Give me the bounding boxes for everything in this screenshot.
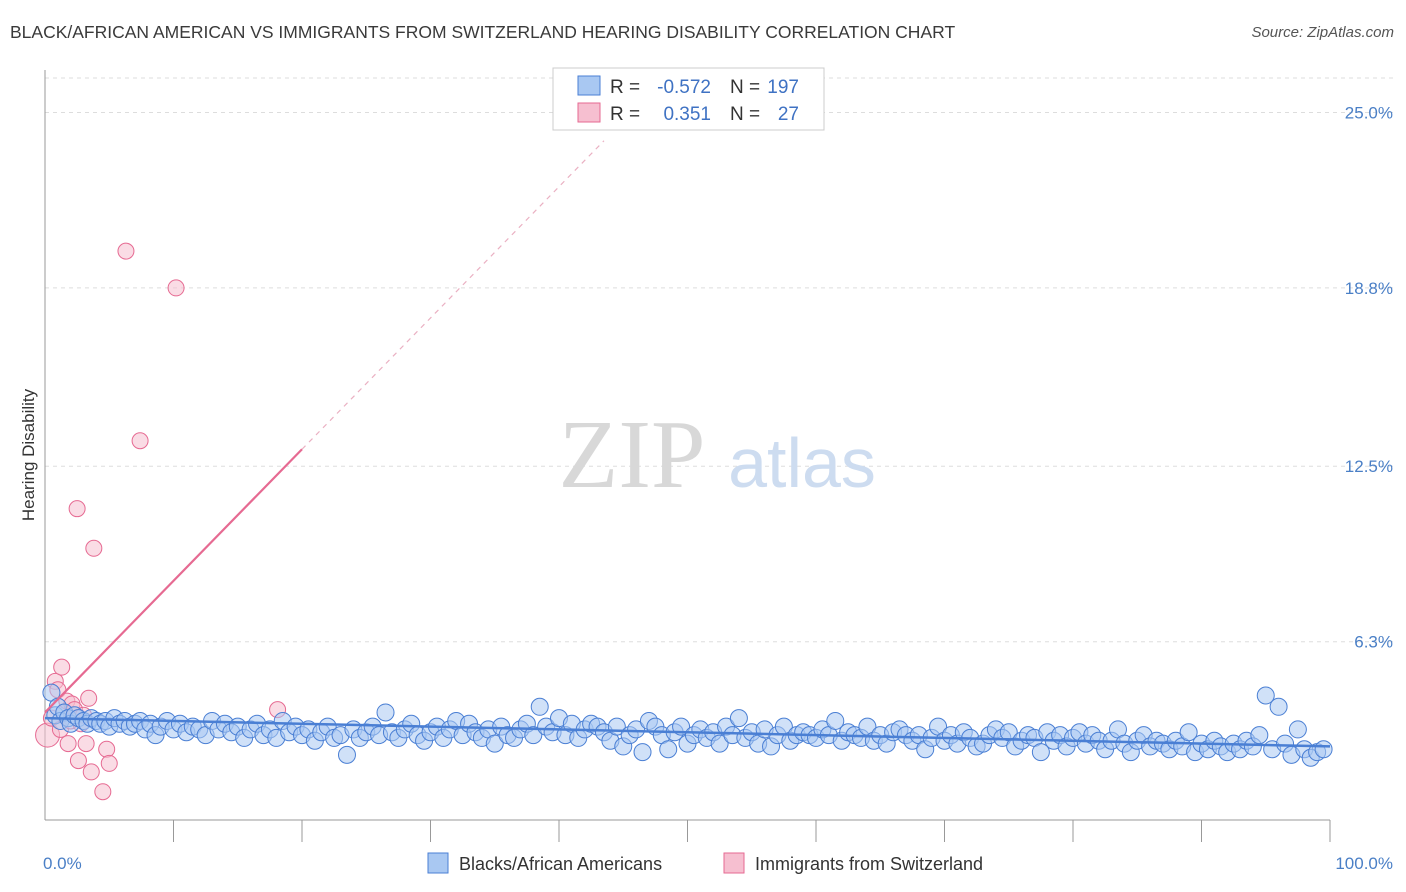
data-point <box>85 539 103 557</box>
data-point <box>68 500 86 518</box>
data-point <box>1269 697 1288 716</box>
y-axis-label: Hearing Disability <box>19 388 38 521</box>
x-tick-label-0: 0.0% <box>43 854 82 873</box>
trend-line-pink <box>44 448 303 714</box>
watermark-atlas: atlas <box>728 424 876 502</box>
data-point <box>530 697 549 716</box>
watermark-zip: ZIP <box>559 401 706 509</box>
y-tick-label-1: 12.5% <box>1345 457 1393 476</box>
data-point <box>131 432 149 450</box>
data-point <box>59 735 77 753</box>
data-point <box>53 658 71 676</box>
data-point <box>80 689 98 707</box>
data-point <box>376 703 395 722</box>
legend-swatch-pink <box>577 102 601 123</box>
legend-r-value-2: 0.351 <box>663 104 711 125</box>
series-legend: Blacks/African Americans Immigrants from… <box>427 852 983 874</box>
legend-r-value-1: -0.572 <box>657 77 711 98</box>
legend-n-label-2: N = <box>730 104 760 125</box>
bottom-legend-label-pink: Immigrants from Switzerland <box>755 854 983 874</box>
data-point <box>710 734 729 753</box>
data-point <box>82 763 100 781</box>
legend-n-label-1: N = <box>730 77 760 98</box>
y-tick-label-2: 18.8% <box>1345 279 1393 298</box>
data-point <box>1179 723 1198 742</box>
data-point <box>1256 686 1275 705</box>
x-tick-label-1: 100.0% <box>1335 854 1393 873</box>
bottom-legend-label-blue: Blacks/African Americans <box>459 854 662 874</box>
data-point <box>167 279 185 297</box>
data-point <box>337 745 356 764</box>
legend-r-label-2: R = <box>610 104 640 125</box>
data-point <box>98 740 116 758</box>
data-point <box>1314 740 1333 759</box>
chart-title: BLACK/AFRICAN AMERICAN VS IMMIGRANTS FRO… <box>10 22 956 42</box>
legend-n-value-1: 197 <box>767 77 799 98</box>
trend-line-blue <box>44 716 1331 748</box>
data-point <box>94 783 112 801</box>
legend-swatch-blue <box>577 75 601 96</box>
grid-lines <box>45 77 1395 643</box>
y-tick-label-3: 25.0% <box>1345 103 1393 122</box>
bottom-legend-swatch-pink <box>723 852 745 874</box>
data-point <box>627 720 646 739</box>
data-point <box>69 752 87 770</box>
data-point <box>1031 743 1050 762</box>
data-point <box>485 734 504 753</box>
series-blacks-african-americans <box>42 683 1333 767</box>
bottom-legend-swatch-blue <box>427 852 449 874</box>
y-tick-label-0: 6.3% <box>1354 633 1393 652</box>
data-point <box>659 740 678 759</box>
x-tick-labels: 0.0% 100.0% <box>43 854 1393 873</box>
data-point <box>77 735 95 753</box>
data-point <box>1288 720 1307 739</box>
data-point <box>1250 726 1269 745</box>
correlation-legend: R = -0.572 N = 197 R = 0.351 N = 27 <box>552 67 825 131</box>
legend-n-value-2: 27 <box>778 104 799 125</box>
data-point <box>117 242 135 260</box>
source-credit: Source: ZipAtlas.com <box>1251 24 1394 41</box>
data-point <box>826 711 845 730</box>
trend-line-pink-extension <box>301 140 605 450</box>
trend-lines <box>44 140 1331 748</box>
y-tick-labels: 6.3% 12.5% 18.8% 25.0% <box>1345 103 1393 651</box>
watermark: ZIP atlas <box>559 401 876 509</box>
legend-r-label-1: R = <box>610 77 640 98</box>
axes <box>44 70 1331 842</box>
data-point <box>729 709 748 728</box>
data-point <box>100 754 118 772</box>
data-point <box>524 726 543 745</box>
data-point <box>633 743 652 762</box>
